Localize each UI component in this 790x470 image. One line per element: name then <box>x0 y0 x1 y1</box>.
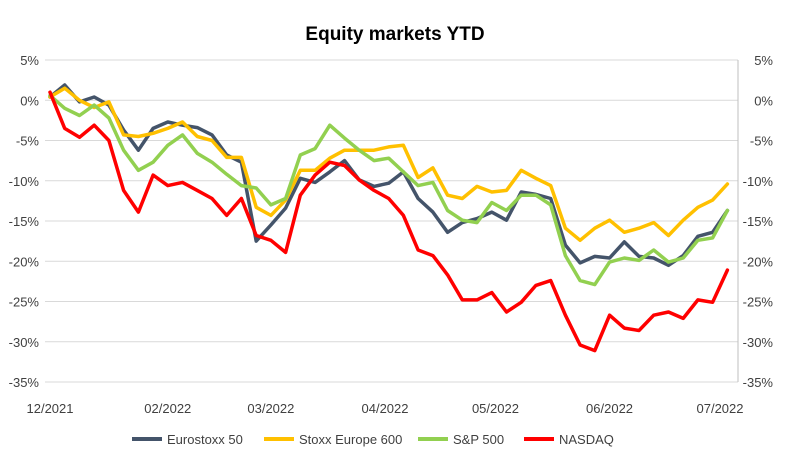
y-tick-label-left: -35% <box>9 375 40 390</box>
x-axis: 12/2021 02/2022 03/2022 04/2022 05/2022 06/20… <box>27 401 744 416</box>
legend-item: S&P 500 <box>418 432 504 447</box>
x-tick-label: 07/2022 <box>697 401 744 416</box>
y-tick-label-right: 0% <box>754 93 773 108</box>
x-tick-label: 02/2022 <box>144 401 191 416</box>
y-axis-right: 5% 0% -5% -10% -15% -20% -25% -30% -35% <box>743 53 774 390</box>
y-tick-label-right: -20% <box>743 254 774 269</box>
y-axis-left: 5% 0% -5% -10% -15% -20% -25% -30% -35% <box>9 53 40 390</box>
gridlines <box>45 59 738 383</box>
y-tick-label-left: -15% <box>9 214 40 229</box>
x-tick-label: 06/2022 <box>586 401 633 416</box>
y-tick-label-left: -30% <box>9 335 40 350</box>
legend: Eurostoxx 50 Stoxx Europe 600 S&P 500 NASDA… <box>132 432 614 447</box>
series-lines <box>48 83 730 353</box>
x-tick-label: 05/2022 <box>472 401 519 416</box>
legend-label: NASDAQ <box>559 432 614 447</box>
series-line-s-p-500 <box>48 93 730 287</box>
y-tick-label-left: -25% <box>9 295 40 310</box>
y-tick-label-left: -20% <box>9 254 40 269</box>
x-tick-label: 12/2021 <box>27 401 74 416</box>
y-tick-label-right: -15% <box>743 214 774 229</box>
y-tick-label-right: -35% <box>743 375 774 390</box>
y-tick-label-right: 5% <box>754 53 773 68</box>
series-line-stoxx-europe-600 <box>48 86 730 243</box>
y-tick-label-right: -5% <box>750 134 774 149</box>
y-tick-label-right: -25% <box>743 295 774 310</box>
y-tick-label-right: -30% <box>743 335 774 350</box>
legend-label: Stoxx Europe 600 <box>299 432 402 447</box>
y-tick-label-left: 5% <box>20 53 39 68</box>
x-tick-label: 03/2022 <box>247 401 294 416</box>
y-tick-label-left: -10% <box>9 174 40 189</box>
chart-title: Equity markets YTD <box>305 24 484 45</box>
y-tick-label-left: -5% <box>16 134 40 149</box>
series-line-eurostoxx-50 <box>48 83 730 268</box>
legend-label: Eurostoxx 50 <box>167 432 243 447</box>
legend-item: Eurostoxx 50 <box>132 432 243 447</box>
y-tick-label-left: 0% <box>20 93 39 108</box>
series-line-nasdaq <box>48 90 730 353</box>
legend-item: NASDAQ <box>524 432 614 447</box>
legend-label: S&P 500 <box>453 432 504 447</box>
y-tick-label-right: -10% <box>743 174 774 189</box>
x-tick-label: 04/2022 <box>362 401 409 416</box>
legend-item: Stoxx Europe 600 <box>264 432 402 447</box>
